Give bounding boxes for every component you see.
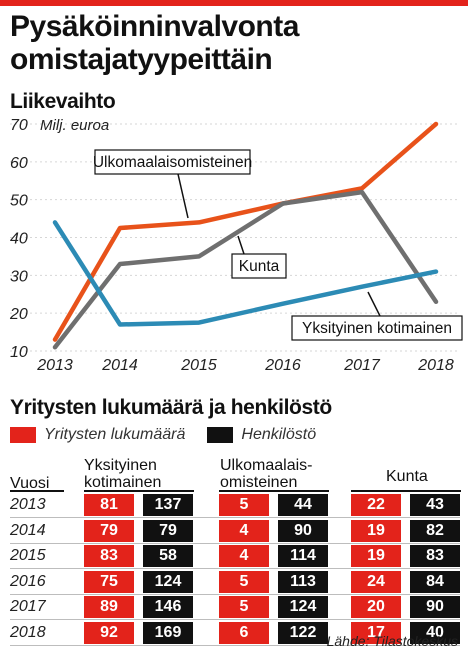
callout-box-ulkomaalais bbox=[94, 149, 251, 175]
company-count-cell: 22 bbox=[351, 494, 401, 516]
legend-black-swatch bbox=[207, 427, 234, 443]
table-row-year: 2017 bbox=[10, 598, 46, 615]
header-rule-yksityinen bbox=[84, 490, 194, 492]
company-count-cell: 5 bbox=[219, 596, 269, 618]
company-count-cell: 81 bbox=[84, 494, 134, 516]
y-tick-label: 30 bbox=[10, 268, 28, 285]
y-tick-label: 40 bbox=[10, 231, 28, 248]
personnel-cell: 113 bbox=[278, 570, 328, 593]
company-count-cell: 19 bbox=[351, 545, 401, 567]
series-line-ulkomaalais bbox=[52, 121, 439, 342]
company-count-cell: 75 bbox=[84, 570, 134, 593]
group-header-line2: omisteinen bbox=[220, 474, 298, 491]
x-tick-label: 2017 bbox=[343, 357, 381, 374]
y-tick-label: 10 bbox=[10, 344, 28, 361]
company-count-cell: 6 bbox=[219, 621, 269, 644]
x-tick-label: 2016 bbox=[264, 357, 301, 374]
company-count-cell: 4 bbox=[219, 519, 269, 542]
header-rule-year bbox=[10, 490, 64, 492]
line-chart: 10 20 30 40 50 60 70 Milj. euroa 2013 2014 2015 201… bbox=[9, 117, 463, 374]
group-header-yksityinen: Yksityinen kotimainen bbox=[84, 457, 161, 491]
table-heading: Yritysten lukumäärä ja henkilöstö bbox=[10, 396, 332, 419]
personnel-cell: 146 bbox=[143, 596, 193, 618]
personnel-cell: 83 bbox=[410, 545, 460, 567]
y-unit-label: Milj. euroa bbox=[40, 117, 109, 134]
company-count-cell: 89 bbox=[84, 596, 134, 618]
callout-box-kunta bbox=[231, 253, 287, 279]
chart-heading: Liikevaihto bbox=[10, 90, 116, 113]
callout-leader-ulkomaalais bbox=[177, 173, 189, 219]
company-count-cell: 83 bbox=[84, 545, 134, 567]
group-header-kunta: Kunta bbox=[386, 468, 428, 485]
group-header-line1: Kunta bbox=[386, 468, 428, 485]
personnel-cell: 122 bbox=[278, 621, 328, 644]
series-label-ulkomaalais: Ulkomaalaisomisteinen bbox=[93, 154, 252, 171]
table-row-divider bbox=[10, 568, 460, 569]
legend-red-label: Yritysten lukumäärä bbox=[44, 426, 186, 443]
company-count-cell: 4 bbox=[219, 545, 269, 567]
table-row-year: 2015 bbox=[10, 547, 46, 564]
table-row-year: 2016 bbox=[10, 572, 46, 590]
top-accent-bar bbox=[0, 0, 468, 6]
y-tick-label: 50 bbox=[10, 193, 28, 210]
page-title: Pysäköinninvalvonta omistajatyypeittäin bbox=[10, 10, 299, 76]
group-header-line1: Ulkomaalais- bbox=[220, 457, 313, 474]
group-header-line2: kotimainen bbox=[84, 474, 162, 491]
company-count-cell: 92 bbox=[84, 621, 134, 644]
group-header-ulkomaalais: Ulkomaalais- omisteinen bbox=[220, 457, 312, 491]
personnel-cell: 90 bbox=[278, 519, 328, 542]
table-row-year: 2013 bbox=[10, 496, 46, 513]
personnel-cell: 79 bbox=[143, 519, 193, 542]
x-tick-label: 2018 bbox=[417, 357, 454, 374]
table-row-divider bbox=[10, 593, 460, 595]
source-note: Lähde: Tilastokeskus bbox=[326, 633, 458, 649]
x-tick-label: 2015 bbox=[180, 357, 217, 374]
company-count-cell: 20 bbox=[351, 596, 401, 618]
table-row-divider bbox=[10, 542, 460, 544]
table-row-divider bbox=[10, 619, 460, 620]
legend-red-swatch bbox=[10, 427, 36, 443]
table-row-year: 2014 bbox=[10, 521, 46, 539]
callout-box-yksityinen bbox=[291, 315, 463, 341]
y-tick-label: 70 bbox=[10, 117, 28, 134]
personnel-cell: 90 bbox=[410, 596, 460, 618]
group-header-line1: Yksityinen bbox=[84, 457, 157, 474]
legend-black-label: Henkilöstö bbox=[241, 426, 317, 443]
company-count-cell: 19 bbox=[351, 519, 401, 542]
title-line-1: Pysäköinninvalvonta bbox=[10, 10, 299, 43]
x-tick-label: 2014 bbox=[101, 357, 138, 374]
company-count-cell: 5 bbox=[219, 570, 269, 593]
personnel-cell: 84 bbox=[410, 570, 460, 593]
table-row-divider bbox=[10, 644, 460, 646]
personnel-cell: 114 bbox=[278, 545, 328, 567]
series-line-yksityinen bbox=[52, 220, 439, 327]
table-legend: Yritysten lukumäärä Henkilöstö bbox=[10, 426, 338, 444]
y-tick-label: 20 bbox=[9, 306, 28, 323]
personnel-cell: 82 bbox=[410, 519, 460, 542]
personnel-cell: 124 bbox=[143, 570, 193, 593]
company-count-cell: 24 bbox=[351, 570, 401, 593]
personnel-cell: 44 bbox=[278, 494, 328, 516]
header-rule-ulkomaalais bbox=[219, 490, 329, 492]
y-tick-label: 60 bbox=[10, 155, 28, 172]
personnel-cell: 43 bbox=[410, 494, 460, 516]
personnel-cell: 169 bbox=[143, 621, 193, 644]
series-line-kunta bbox=[52, 189, 439, 350]
series-label-kunta: Kunta bbox=[239, 258, 280, 275]
personnel-cell: 58 bbox=[143, 545, 193, 567]
callout-leader-yksityinen bbox=[367, 291, 382, 319]
company-count-cell: 17 bbox=[351, 621, 401, 644]
personnel-cell: 40 bbox=[410, 621, 460, 644]
series-label-yksityinen: Yksityinen kotimainen bbox=[302, 320, 452, 337]
personnel-cell: 137 bbox=[143, 494, 193, 516]
title-line-2: omistajatyypeittäin bbox=[10, 43, 273, 76]
x-tick-label: 2013 bbox=[36, 357, 73, 374]
company-count-cell: 5 bbox=[219, 494, 269, 516]
table-row-year: 2018 bbox=[10, 623, 46, 641]
header-rule-kunta bbox=[351, 490, 461, 492]
table-row-divider bbox=[10, 517, 460, 518]
company-count-cell: 79 bbox=[84, 519, 134, 542]
personnel-cell: 124 bbox=[278, 596, 328, 618]
year-column-header: Vuosi bbox=[10, 475, 50, 492]
